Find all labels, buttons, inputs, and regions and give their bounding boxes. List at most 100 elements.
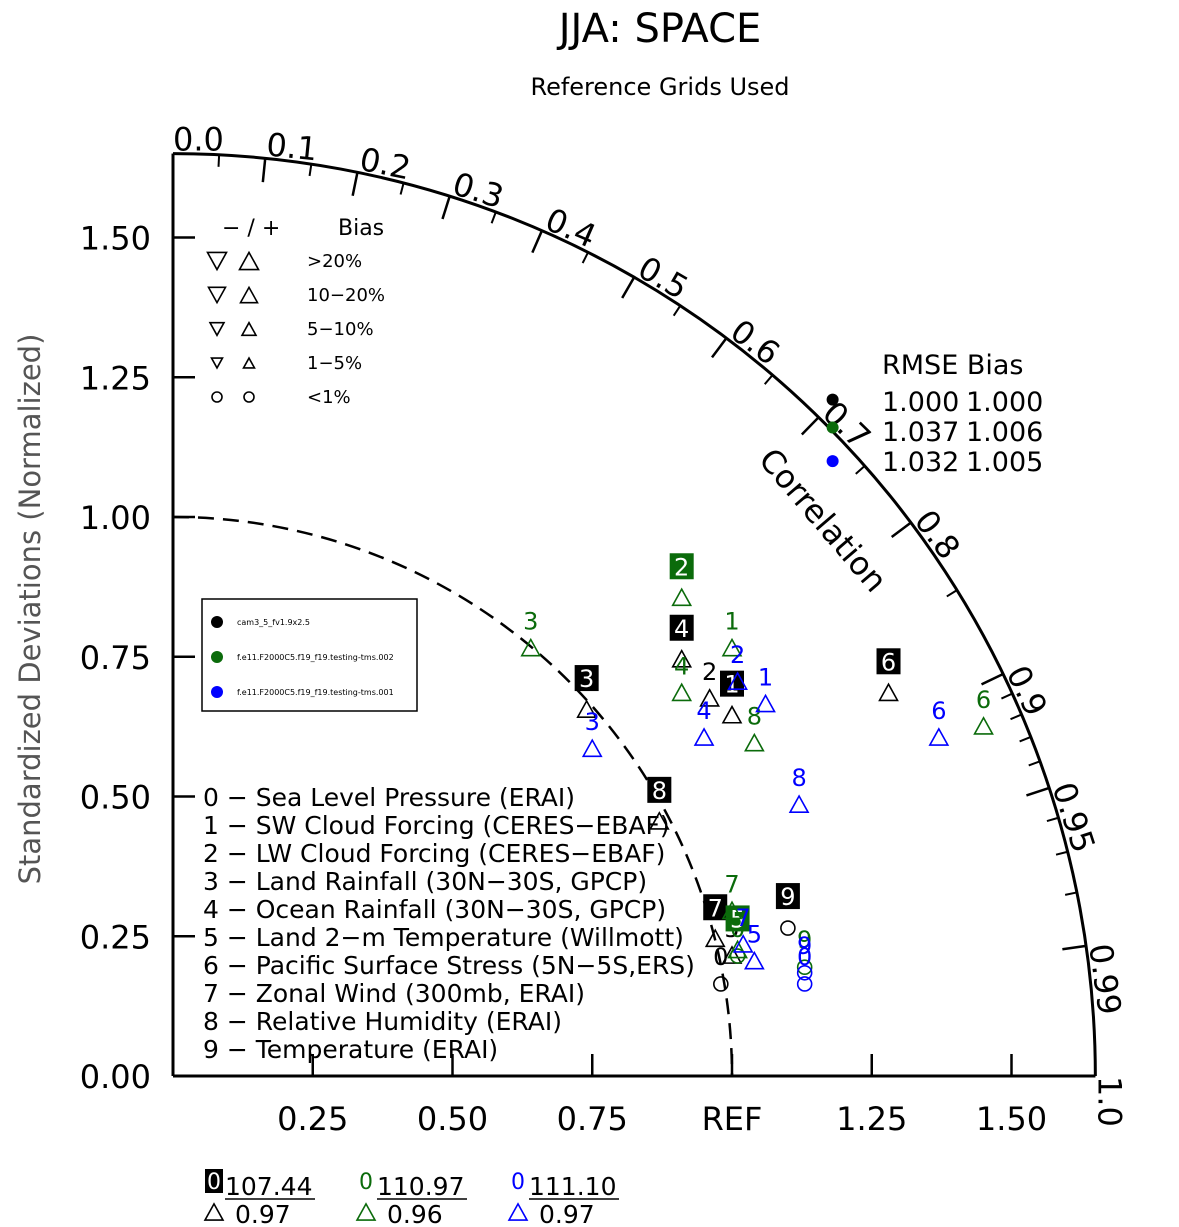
bias-down-icon (208, 321, 226, 337)
point-marker (576, 699, 598, 718)
point-label: 9 (780, 883, 795, 911)
bias-range-label: 10−20% (307, 285, 385, 306)
corr-tick-label: 0.0 (173, 121, 224, 159)
x-tick-label: 0.75 (557, 1100, 628, 1138)
x-tick-label: 0.50 (417, 1100, 488, 1138)
variable-label: 3 − Land Rainfall (30N−30S, GPCP) (203, 867, 647, 896)
point-label: 9 (797, 932, 812, 960)
summary-rmse: 111.10 (529, 1172, 616, 1201)
case-legend-dot (211, 616, 223, 628)
corr-minor-tick (855, 465, 866, 475)
bias-range-label: <1% (307, 387, 351, 408)
rmse-value: 1.037 (882, 417, 959, 448)
point-marker (671, 649, 693, 668)
variable-label: 8 − Relative Humidity (ERAI) (203, 1007, 562, 1036)
bias-down-icon (210, 357, 224, 370)
point-marker (721, 945, 743, 964)
point-label: 3 (523, 608, 538, 636)
corr-tick (261, 158, 267, 183)
case-legend-label: f.e11.F2000C5.f19_f19.testing-tms.002 (237, 653, 394, 662)
point-marker (796, 976, 813, 992)
variable-label: 6 − Pacific Surface Stress (5N−5S,ERS) (203, 951, 695, 980)
summary-id: 0 (511, 1170, 525, 1195)
data-point: 6 (973, 686, 994, 735)
corr-tick (441, 195, 451, 220)
data-point: 0 (713, 943, 729, 992)
corr-minor-tick (1028, 760, 1041, 767)
point-label: 8 (652, 777, 667, 805)
data-point: 7 (732, 904, 754, 953)
point-marker (732, 934, 754, 953)
y-tick-label: 0.25 (80, 918, 151, 956)
corr-minor-tick (1046, 816, 1059, 823)
y-tick-label: 1.00 (80, 499, 151, 537)
summary-triangle-icon (203, 1202, 225, 1221)
corr-tick (1062, 944, 1087, 951)
summary-corr: 0.97 (539, 1200, 595, 1227)
data-point: 6 (928, 697, 950, 746)
data-point: 2 (669, 553, 694, 607)
point-marker (721, 704, 743, 724)
corr-tick-label: 0.9 (999, 660, 1055, 722)
point-label: 4 (674, 652, 689, 680)
corr-minor-tick (217, 154, 221, 167)
point-marker (721, 900, 743, 920)
y-tick-label: 1.50 (80, 220, 151, 258)
corr-tick (531, 230, 544, 254)
rmse-legend-header: RMSE Bias (882, 350, 1023, 381)
bias-circle-icon (243, 391, 255, 403)
point-label: 0 (713, 943, 728, 971)
point-marker (704, 928, 726, 948)
data-point: 8 (647, 776, 672, 830)
data-point: 8 (788, 764, 810, 813)
corr-tick (351, 172, 359, 197)
corr-tick (1026, 786, 1050, 797)
point-label-box (647, 776, 672, 803)
case-legend-box (201, 598, 418, 712)
correlation-title: Correlation (751, 441, 895, 600)
corr-minor-tick (490, 211, 497, 224)
point-marker (780, 920, 796, 936)
corr-minor-tick (1001, 692, 1013, 700)
variable-label: 4 − Ocean Rainfall (30N−30S, GPCP) (203, 895, 666, 924)
bias-up-icon (242, 356, 256, 369)
summary-corr: 0.97 (235, 1200, 291, 1227)
x-tick-label: 1.25 (836, 1100, 907, 1138)
point-label: 6 (881, 648, 896, 676)
summary-triangle-icon (507, 1202, 529, 1221)
point-label: 7 (736, 904, 751, 932)
bias-value: 1.006 (966, 417, 1043, 448)
point-label: 7 (708, 894, 723, 922)
point-marker (699, 688, 720, 707)
point-marker (755, 693, 776, 713)
corr-tick-label: 0.2 (356, 140, 413, 187)
rmse-dot (826, 421, 839, 434)
variable-label: 1 − SW Cloud Forcing (CERES−EBAF) (203, 811, 670, 840)
x-tick-label: 0.25 (277, 1100, 348, 1138)
corr-tick (711, 337, 728, 359)
point-marker (581, 738, 603, 758)
corr-tick-label: 0.3 (448, 165, 508, 217)
case-legend-label: cam3_5_fv1.9x2.5 (237, 618, 310, 627)
point-label: 4 (674, 615, 689, 643)
bias-value: 1.000 (966, 387, 1043, 418)
bias-range-label: 5−10% (307, 319, 374, 340)
point-label: 6 (931, 697, 946, 725)
x-tick-label: 1.50 (976, 1100, 1047, 1138)
bias-up-icon (238, 250, 260, 271)
point-marker (713, 976, 729, 992)
bias-circle-icon (211, 391, 223, 403)
corr-tick (800, 416, 820, 436)
reference-arc (172, 515, 734, 1077)
variable-label: 0 − Sea Level Pressure (ERAI) (203, 783, 575, 812)
point-label-box (574, 665, 599, 692)
corr-tick-label: 0.95 (1044, 778, 1102, 858)
data-marks: 012345678901234567890123456789 (520, 393, 994, 992)
data-point: 1 (721, 608, 743, 657)
corr-tick-label: 0.4 (540, 200, 602, 255)
point-marker (671, 682, 693, 702)
data-point: 9 (796, 926, 813, 976)
data-point: 9 (775, 883, 800, 936)
summary-id: 0 (207, 1170, 221, 1195)
